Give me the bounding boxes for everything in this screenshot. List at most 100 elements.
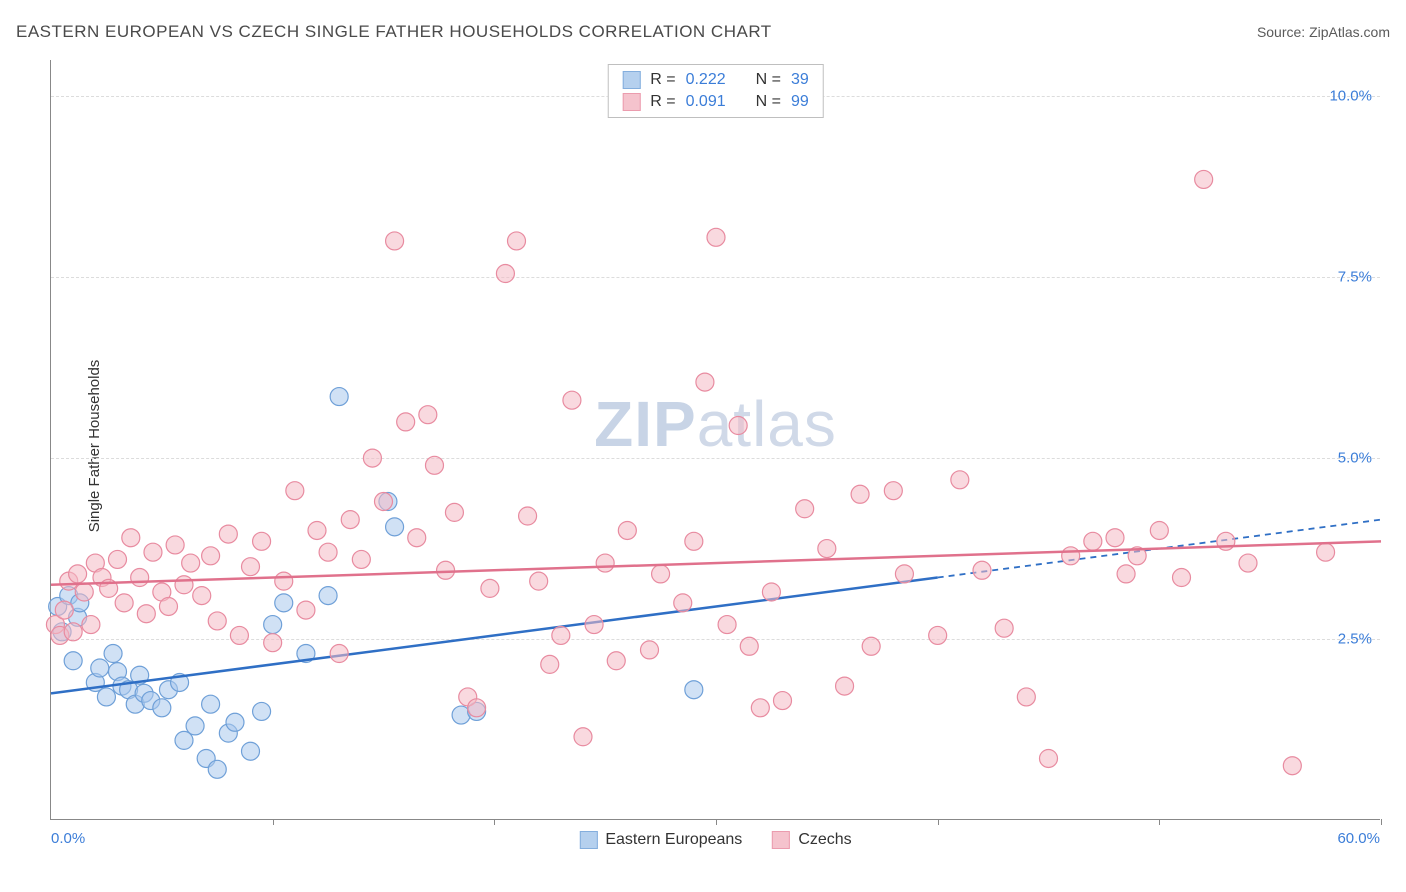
scatter-point-czechs — [884, 482, 902, 500]
chart-source: Source: ZipAtlas.com — [1257, 24, 1390, 40]
scatter-point-czechs — [64, 623, 82, 641]
stat-r-value: 0.091 — [686, 93, 726, 111]
scatter-point-czechs — [109, 550, 127, 568]
scatter-point-czechs — [137, 605, 155, 623]
scatter-point-czechs — [208, 612, 226, 630]
series-legend: Eastern Europeans Czechs — [579, 831, 851, 849]
scatter-point-czechs — [652, 565, 670, 583]
scatter-point-czechs — [468, 699, 486, 717]
scatter-point-czechs — [836, 677, 854, 695]
legend-label: Czechs — [798, 831, 851, 849]
scatter-point-czechs — [425, 456, 443, 474]
scatter-point-czechs — [182, 554, 200, 572]
swatch-czechs — [772, 831, 790, 849]
scatter-point-czechs — [1195, 170, 1213, 188]
stat-n-value: 39 — [791, 71, 809, 89]
scatter-point-czechs — [1283, 757, 1301, 775]
scatter-point-czechs — [774, 692, 792, 710]
scatter-point-czechs — [1117, 565, 1135, 583]
scatter-point-eastern — [275, 594, 293, 612]
scatter-point-eastern — [153, 699, 171, 717]
scatter-point-czechs — [419, 406, 437, 424]
scatter-point-czechs — [762, 583, 780, 601]
scatter-point-czechs — [242, 558, 260, 576]
scatter-point-czechs — [751, 699, 769, 717]
scatter-point-czechs — [193, 587, 211, 605]
scatter-point-czechs — [75, 583, 93, 601]
scatter-point-eastern — [386, 518, 404, 536]
scatter-point-czechs — [286, 482, 304, 500]
scatter-point-czechs — [1040, 749, 1058, 767]
x-tick — [494, 819, 495, 825]
scatter-point-czechs — [330, 645, 348, 663]
scatter-point-czechs — [496, 265, 514, 283]
scatter-point-eastern — [226, 713, 244, 731]
scatter-point-eastern — [208, 760, 226, 778]
scatter-point-czechs — [740, 637, 758, 655]
scatter-svg — [51, 60, 1380, 819]
stats-row-czechs: R =0.091N =99 — [608, 91, 823, 113]
scatter-point-czechs — [851, 485, 869, 503]
scatter-point-czechs — [641, 641, 659, 659]
scatter-point-czechs — [397, 413, 415, 431]
scatter-point-czechs — [718, 616, 736, 634]
scatter-point-czechs — [341, 511, 359, 529]
stats-row-eastern: R =0.222N =39 — [608, 69, 823, 91]
scatter-point-czechs — [729, 417, 747, 435]
scatter-point-czechs — [159, 597, 177, 615]
scatter-point-czechs — [445, 503, 463, 521]
scatter-point-czechs — [1062, 547, 1080, 565]
scatter-point-czechs — [696, 373, 714, 391]
x-tick-label: 0.0% — [51, 830, 85, 847]
scatter-point-czechs — [166, 536, 184, 554]
scatter-point-czechs — [219, 525, 237, 543]
scatter-point-czechs — [530, 572, 548, 590]
stat-n-label: N = — [756, 71, 781, 89]
stats-legend-box: R =0.222N =39R =0.091N =99 — [607, 64, 824, 118]
scatter-point-czechs — [1084, 532, 1102, 550]
scatter-point-czechs — [596, 554, 614, 572]
chart-header: EASTERN EUROPEAN VS CZECH SINGLE FATHER … — [16, 22, 1390, 42]
scatter-point-czechs — [607, 652, 625, 670]
scatter-point-czechs — [1173, 569, 1191, 587]
stat-n-value: 99 — [791, 93, 809, 111]
scatter-point-czechs — [386, 232, 404, 250]
scatter-point-czechs — [481, 579, 499, 597]
scatter-point-eastern — [186, 717, 204, 735]
scatter-point-czechs — [275, 572, 293, 590]
scatter-point-czechs — [1317, 543, 1335, 561]
x-tick — [716, 819, 717, 825]
scatter-point-czechs — [175, 576, 193, 594]
scatter-point-czechs — [574, 728, 592, 746]
scatter-point-eastern — [264, 616, 282, 634]
scatter-point-czechs — [297, 601, 315, 619]
scatter-point-czechs — [895, 565, 913, 583]
scatter-point-czechs — [995, 619, 1013, 637]
scatter-point-eastern — [330, 388, 348, 406]
scatter-point-czechs — [352, 550, 370, 568]
legend-item-eastern: Eastern Europeans — [579, 831, 742, 849]
scatter-point-czechs — [685, 532, 703, 550]
x-tick — [1381, 819, 1382, 825]
legend-label: Eastern Europeans — [605, 831, 742, 849]
scatter-point-eastern — [91, 659, 109, 677]
scatter-point-czechs — [230, 626, 248, 644]
scatter-point-eastern — [685, 681, 703, 699]
stat-r-value: 0.222 — [686, 71, 726, 89]
scatter-point-czechs — [796, 500, 814, 518]
scatter-point-eastern — [97, 688, 115, 706]
scatter-point-czechs — [319, 543, 337, 561]
legend-item-czechs: Czechs — [772, 831, 851, 849]
scatter-point-czechs — [1239, 554, 1257, 572]
chart-title: EASTERN EUROPEAN VS CZECH SINGLE FATHER … — [16, 22, 772, 42]
scatter-point-czechs — [363, 449, 381, 467]
scatter-point-czechs — [563, 391, 581, 409]
x-tick — [938, 819, 939, 825]
stat-n-label: N = — [756, 93, 781, 111]
scatter-point-czechs — [55, 601, 73, 619]
scatter-point-eastern — [242, 742, 260, 760]
scatter-point-czechs — [951, 471, 969, 489]
scatter-point-czechs — [862, 637, 880, 655]
scatter-point-czechs — [144, 543, 162, 561]
scatter-point-czechs — [69, 565, 87, 583]
